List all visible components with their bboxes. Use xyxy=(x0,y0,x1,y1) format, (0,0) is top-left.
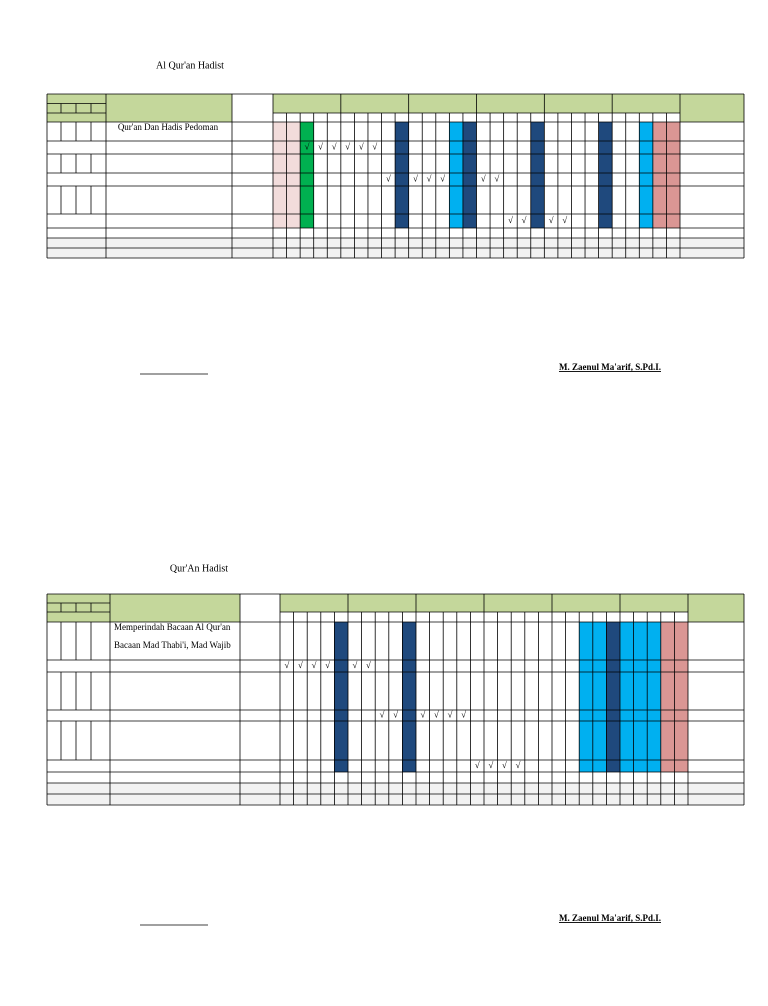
check-mark: √ xyxy=(508,215,513,225)
check-mark: √ xyxy=(420,710,425,720)
check-mark: √ xyxy=(372,142,377,152)
check-mark: √ xyxy=(502,760,507,770)
check-mark: √ xyxy=(284,660,289,670)
week-highlight xyxy=(273,122,287,228)
check-mark: √ xyxy=(413,174,418,184)
check-mark: √ xyxy=(549,215,554,225)
header-cell xyxy=(680,94,744,122)
week-highlight xyxy=(449,122,463,228)
topic-text: Memperindah Bacaan Al Qur'an xyxy=(114,622,231,632)
check-mark: √ xyxy=(352,660,357,670)
check-mark: √ xyxy=(332,142,337,152)
week-highlight xyxy=(633,622,648,772)
check-mark: √ xyxy=(359,142,364,152)
week-highlight xyxy=(652,122,667,228)
check-mark: √ xyxy=(366,660,371,670)
document-title: Al Qur'an Hadist xyxy=(156,60,224,71)
week-highlight xyxy=(639,122,653,228)
week-highlight xyxy=(666,122,680,228)
week-highlight xyxy=(402,622,416,772)
week-highlight xyxy=(598,122,613,228)
check-mark: √ xyxy=(562,215,567,225)
week-highlight xyxy=(395,122,409,228)
document-title: Qur'An Hadist xyxy=(170,563,228,574)
week-highlight xyxy=(300,122,314,228)
topic-text: Qur'an Dan Hadis Pedoman xyxy=(118,122,219,132)
header-cell xyxy=(688,594,744,622)
week-highlight xyxy=(286,122,301,228)
check-mark: √ xyxy=(448,710,453,720)
check-mark: √ xyxy=(434,710,439,720)
check-mark: √ xyxy=(494,174,499,184)
signature-name: M. Zaenul Ma'arif, S.Pd.I. xyxy=(559,913,661,923)
check-mark: √ xyxy=(488,760,493,770)
check-mark: √ xyxy=(475,760,480,770)
check-mark: √ xyxy=(440,174,445,184)
schedule-document: Qur'An Hadist Memperindah Bacaan Al Qur'a… xyxy=(46,563,745,926)
signature-name: M. Zaenul Ma'arif, S.Pd.I. xyxy=(559,362,661,372)
week-highlight xyxy=(579,622,593,772)
header-cell xyxy=(47,594,240,622)
check-mark: √ xyxy=(298,660,303,670)
check-mark: √ xyxy=(427,174,432,184)
week-highlight xyxy=(334,622,348,772)
week-highlight xyxy=(606,622,620,772)
check-mark: √ xyxy=(325,660,330,670)
check-mark: √ xyxy=(345,142,350,152)
week-highlight xyxy=(592,622,607,772)
week-highlight xyxy=(530,122,545,228)
check-mark: √ xyxy=(386,174,391,184)
week-highlight xyxy=(674,622,688,772)
check-mark: √ xyxy=(516,760,521,770)
check-mark: √ xyxy=(380,710,385,720)
schedule-document: Al Qur'an Hadist Qur'an Dan Hadis Pedoman… xyxy=(46,60,745,375)
check-mark: √ xyxy=(461,710,466,720)
check-mark: √ xyxy=(522,215,527,225)
week-highlight xyxy=(660,622,675,772)
check-mark: √ xyxy=(312,660,317,670)
topic-text: Bacaan Mad Thabi'i, Mad Wajib xyxy=(114,640,231,650)
check-mark: √ xyxy=(318,142,323,152)
week-highlight xyxy=(647,622,661,772)
check-mark: √ xyxy=(481,174,486,184)
check-mark: √ xyxy=(393,710,398,720)
header-cell xyxy=(47,94,232,122)
week-highlight xyxy=(620,622,634,772)
week-highlight xyxy=(462,122,477,228)
check-mark: √ xyxy=(304,142,309,152)
